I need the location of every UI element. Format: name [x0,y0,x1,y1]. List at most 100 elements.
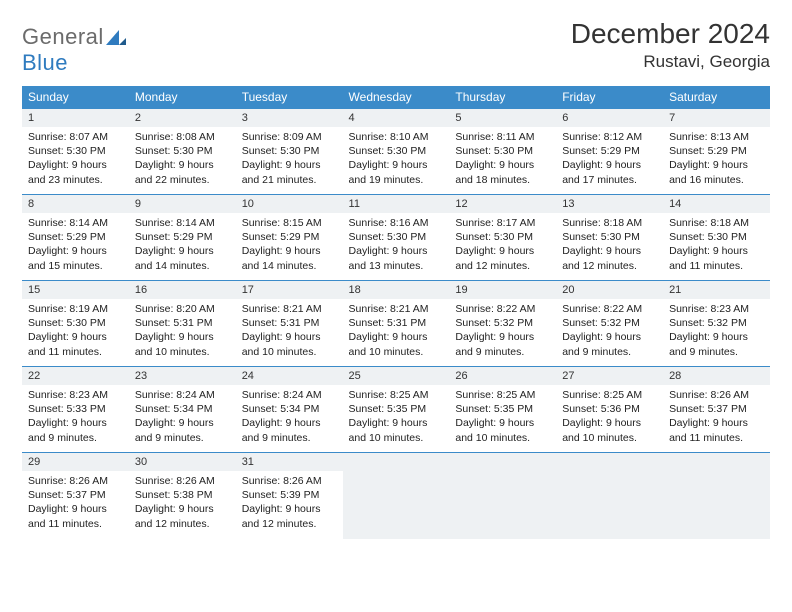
weekday-row: Sunday Monday Tuesday Wednesday Thursday… [22,86,770,109]
calendar-cell [449,453,556,539]
calendar-row: 22Sunrise: 8:23 AMSunset: 5:33 PMDayligh… [22,367,770,453]
calendar-cell: 18Sunrise: 8:21 AMSunset: 5:31 PMDayligh… [343,281,450,367]
calendar-cell: 12Sunrise: 8:17 AMSunset: 5:30 PMDayligh… [449,195,556,281]
day-details: Sunrise: 8:21 AMSunset: 5:31 PMDaylight:… [343,299,450,363]
day-details: Sunrise: 8:18 AMSunset: 5:30 PMDaylight:… [663,213,770,277]
day-number: 26 [449,367,556,385]
calendar-row: 1Sunrise: 8:07 AMSunset: 5:30 PMDaylight… [22,109,770,195]
calendar-cell: 14Sunrise: 8:18 AMSunset: 5:30 PMDayligh… [663,195,770,281]
day-number: 10 [236,195,343,213]
calendar-cell: 24Sunrise: 8:24 AMSunset: 5:34 PMDayligh… [236,367,343,453]
calendar-cell: 27Sunrise: 8:25 AMSunset: 5:36 PMDayligh… [556,367,663,453]
calendar-cell: 30Sunrise: 8:26 AMSunset: 5:38 PMDayligh… [129,453,236,539]
calendar-cell [556,453,663,539]
day-details: Sunrise: 8:12 AMSunset: 5:29 PMDaylight:… [556,127,663,191]
day-number: 23 [129,367,236,385]
day-number: 30 [129,453,236,471]
logo-sail-icon [106,30,126,46]
day-details: Sunrise: 8:14 AMSunset: 5:29 PMDaylight:… [129,213,236,277]
day-details: Sunrise: 8:18 AMSunset: 5:30 PMDaylight:… [556,213,663,277]
day-details: Sunrise: 8:09 AMSunset: 5:30 PMDaylight:… [236,127,343,191]
day-number: 27 [556,367,663,385]
day-number: 12 [449,195,556,213]
calendar-cell: 17Sunrise: 8:21 AMSunset: 5:31 PMDayligh… [236,281,343,367]
day-details: Sunrise: 8:13 AMSunset: 5:29 PMDaylight:… [663,127,770,191]
day-number: 9 [129,195,236,213]
day-number: 19 [449,281,556,299]
calendar-cell: 23Sunrise: 8:24 AMSunset: 5:34 PMDayligh… [129,367,236,453]
weekday-header: Wednesday [343,86,450,109]
day-details: Sunrise: 8:17 AMSunset: 5:30 PMDaylight:… [449,213,556,277]
day-details: Sunrise: 8:22 AMSunset: 5:32 PMDaylight:… [449,299,556,363]
calendar-cell: 13Sunrise: 8:18 AMSunset: 5:30 PMDayligh… [556,195,663,281]
calendar-cell: 6Sunrise: 8:12 AMSunset: 5:29 PMDaylight… [556,109,663,195]
day-details: Sunrise: 8:23 AMSunset: 5:32 PMDaylight:… [663,299,770,363]
day-details: Sunrise: 8:25 AMSunset: 5:36 PMDaylight:… [556,385,663,449]
calendar-cell: 8Sunrise: 8:14 AMSunset: 5:29 PMDaylight… [22,195,129,281]
title-block: December 2024 Rustavi, Georgia [571,18,770,72]
calendar-cell: 5Sunrise: 8:11 AMSunset: 5:30 PMDaylight… [449,109,556,195]
calendar-cell: 20Sunrise: 8:22 AMSunset: 5:32 PMDayligh… [556,281,663,367]
day-number: 4 [343,109,450,127]
calendar-cell: 25Sunrise: 8:25 AMSunset: 5:35 PMDayligh… [343,367,450,453]
logo-word2: Blue [22,50,68,75]
day-details: Sunrise: 8:26 AMSunset: 5:37 PMDaylight:… [663,385,770,449]
day-details: Sunrise: 8:24 AMSunset: 5:34 PMDaylight:… [236,385,343,449]
day-number: 15 [22,281,129,299]
day-details: Sunrise: 8:26 AMSunset: 5:39 PMDaylight:… [236,471,343,535]
calendar-cell: 21Sunrise: 8:23 AMSunset: 5:32 PMDayligh… [663,281,770,367]
day-number: 29 [22,453,129,471]
day-number: 22 [22,367,129,385]
weekday-header: Friday [556,86,663,109]
logo-text: General Blue [22,24,126,76]
day-number: 5 [449,109,556,127]
day-details: Sunrise: 8:16 AMSunset: 5:30 PMDaylight:… [343,213,450,277]
calendar-cell: 15Sunrise: 8:19 AMSunset: 5:30 PMDayligh… [22,281,129,367]
calendar-cell: 16Sunrise: 8:20 AMSunset: 5:31 PMDayligh… [129,281,236,367]
calendar-cell: 31Sunrise: 8:26 AMSunset: 5:39 PMDayligh… [236,453,343,539]
weekday-header: Monday [129,86,236,109]
day-number: 25 [343,367,450,385]
day-details: Sunrise: 8:25 AMSunset: 5:35 PMDaylight:… [343,385,450,449]
day-details: Sunrise: 8:24 AMSunset: 5:34 PMDaylight:… [129,385,236,449]
calendar-cell: 7Sunrise: 8:13 AMSunset: 5:29 PMDaylight… [663,109,770,195]
weekday-header: Thursday [449,86,556,109]
day-details: Sunrise: 8:25 AMSunset: 5:35 PMDaylight:… [449,385,556,449]
day-details: Sunrise: 8:19 AMSunset: 5:30 PMDaylight:… [22,299,129,363]
day-number: 11 [343,195,450,213]
day-details: Sunrise: 8:22 AMSunset: 5:32 PMDaylight:… [556,299,663,363]
day-number: 21 [663,281,770,299]
calendar-cell: 4Sunrise: 8:10 AMSunset: 5:30 PMDaylight… [343,109,450,195]
weekday-header: Saturday [663,86,770,109]
day-details: Sunrise: 8:23 AMSunset: 5:33 PMDaylight:… [22,385,129,449]
day-details: Sunrise: 8:10 AMSunset: 5:30 PMDaylight:… [343,127,450,191]
day-details: Sunrise: 8:26 AMSunset: 5:38 PMDaylight:… [129,471,236,535]
day-details: Sunrise: 8:08 AMSunset: 5:30 PMDaylight:… [129,127,236,191]
calendar-cell: 26Sunrise: 8:25 AMSunset: 5:35 PMDayligh… [449,367,556,453]
day-number: 18 [343,281,450,299]
calendar-table: Sunday Monday Tuesday Wednesday Thursday… [22,86,770,539]
logo-word1: General [22,24,104,49]
day-details: Sunrise: 8:21 AMSunset: 5:31 PMDaylight:… [236,299,343,363]
day-details: Sunrise: 8:15 AMSunset: 5:29 PMDaylight:… [236,213,343,277]
calendar-row: 15Sunrise: 8:19 AMSunset: 5:30 PMDayligh… [22,281,770,367]
calendar-cell: 10Sunrise: 8:15 AMSunset: 5:29 PMDayligh… [236,195,343,281]
location: Rustavi, Georgia [571,52,770,72]
calendar-row: 29Sunrise: 8:26 AMSunset: 5:37 PMDayligh… [22,453,770,539]
calendar-cell [343,453,450,539]
day-number: 1 [22,109,129,127]
day-number: 3 [236,109,343,127]
weekday-header: Tuesday [236,86,343,109]
day-details: Sunrise: 8:14 AMSunset: 5:29 PMDaylight:… [22,213,129,277]
calendar-cell: 9Sunrise: 8:14 AMSunset: 5:29 PMDaylight… [129,195,236,281]
day-number: 16 [129,281,236,299]
calendar-cell [663,453,770,539]
day-number: 2 [129,109,236,127]
day-number: 31 [236,453,343,471]
calendar-page: General Blue December 2024 Rustavi, Geor… [0,0,792,557]
header: General Blue December 2024 Rustavi, Geor… [22,18,770,76]
calendar-cell: 19Sunrise: 8:22 AMSunset: 5:32 PMDayligh… [449,281,556,367]
day-number: 6 [556,109,663,127]
calendar-cell: 28Sunrise: 8:26 AMSunset: 5:37 PMDayligh… [663,367,770,453]
month-title: December 2024 [571,18,770,50]
